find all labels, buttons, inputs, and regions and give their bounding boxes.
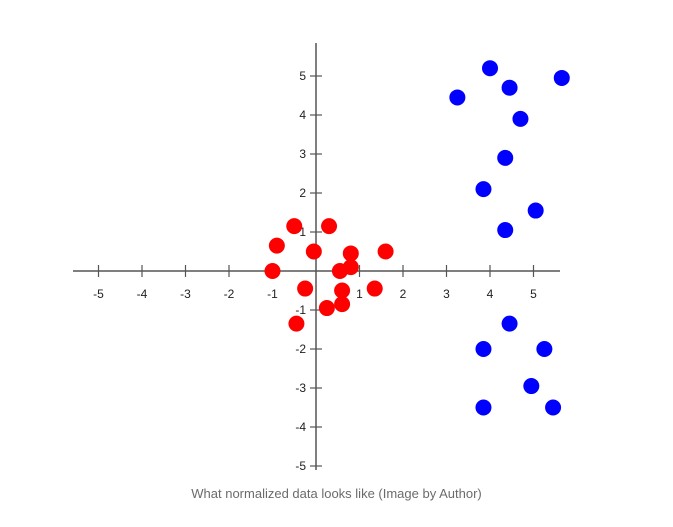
blue-data-point bbox=[523, 378, 540, 395]
red-data-point bbox=[297, 280, 314, 297]
blue-data-point bbox=[501, 79, 518, 96]
x-tick-label: -5 bbox=[93, 287, 104, 301]
y-tick-label: 5 bbox=[299, 69, 306, 83]
red-data-point bbox=[305, 243, 322, 260]
x-tick-label: 4 bbox=[487, 287, 494, 301]
blue-data-point bbox=[545, 399, 562, 416]
red-data-point bbox=[288, 315, 305, 332]
blue-data-point bbox=[553, 69, 570, 86]
blue-data-point bbox=[527, 202, 544, 219]
red-data-point bbox=[286, 218, 303, 235]
blue-data-point bbox=[501, 315, 518, 332]
red-data-point bbox=[334, 296, 351, 313]
y-tick-label: -2 bbox=[295, 342, 306, 356]
blue-data-point bbox=[475, 399, 492, 416]
blue-data-point bbox=[536, 341, 553, 357]
blue-data-point bbox=[449, 89, 466, 106]
red-data-point bbox=[318, 300, 335, 317]
y-tick-label: 4 bbox=[299, 108, 306, 122]
blue-data-point bbox=[497, 149, 514, 166]
y-tick-label: 2 bbox=[299, 186, 306, 200]
y-ticks-group: -5 -4 -3 -2 -1 1 2 3 4 5 bbox=[295, 69, 322, 473]
red-data-point bbox=[264, 263, 281, 279]
blue-data-point bbox=[475, 181, 492, 198]
x-tick-label: -1 bbox=[267, 287, 278, 301]
red-data-point bbox=[342, 245, 359, 262]
x-tick-label: -4 bbox=[137, 287, 148, 301]
y-tick-label: -4 bbox=[295, 420, 306, 434]
blue-data-point bbox=[475, 341, 492, 357]
red-data-point bbox=[342, 259, 359, 276]
red-data-point bbox=[268, 237, 285, 254]
x-tick-label: -3 bbox=[180, 287, 191, 301]
data-points-group bbox=[264, 60, 570, 416]
blue-data-point bbox=[497, 222, 514, 239]
blue-data-point bbox=[482, 60, 498, 77]
red-data-point bbox=[366, 280, 383, 297]
y-tick-label: 1 bbox=[299, 225, 306, 239]
y-tick-label: -1 bbox=[295, 303, 306, 317]
red-data-point bbox=[377, 243, 394, 260]
x-tick-label: 2 bbox=[400, 287, 407, 301]
y-tick-label: -5 bbox=[295, 459, 306, 473]
x-tick-label: 3 bbox=[443, 287, 450, 301]
y-tick-label: -3 bbox=[295, 381, 306, 395]
x-tick-label: 5 bbox=[530, 287, 537, 301]
y-tick-label: 3 bbox=[299, 147, 306, 161]
x-ticks-group: -5 -4 -3 -2 -1 1 2 3 4 5 bbox=[93, 265, 537, 301]
x-tick-label: 1 bbox=[356, 287, 363, 301]
red-data-point bbox=[321, 218, 338, 235]
x-tick-label: -2 bbox=[224, 287, 235, 301]
figure-caption: What normalized data looks like (Image b… bbox=[191, 486, 482, 501]
blue-data-point bbox=[512, 110, 529, 127]
red-data-point bbox=[334, 282, 351, 299]
